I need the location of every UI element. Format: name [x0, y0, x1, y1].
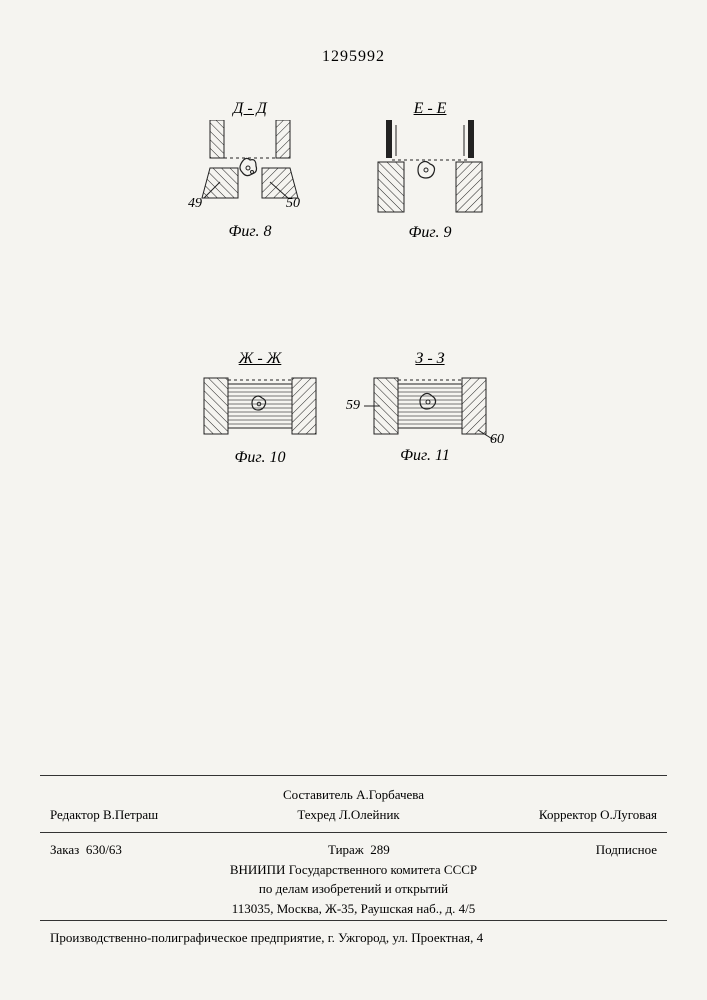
fig10-caption: Фиг. 10	[200, 449, 320, 467]
printer-text: Производственно-полиграфическое предприя…	[50, 928, 657, 948]
editor-label: Редактор	[50, 807, 100, 822]
org-line-2: по делам изобретений и открытий	[50, 879, 657, 899]
org-address: 113035, Москва, Ж-35, Раушская наб., д. …	[50, 899, 657, 919]
editor-name: В.Петраш	[103, 807, 158, 822]
fig11-label-60: 60	[490, 432, 504, 448]
order-label: Заказ	[50, 842, 79, 857]
fig11-caption: Фиг. 11	[350, 447, 500, 465]
figure-10: Ж - Ж Фиг. 10	[200, 350, 320, 467]
fig8-drawing	[190, 120, 310, 200]
org-line-1: ВНИИПИ Государственного комитета СССР	[50, 860, 657, 880]
fig9-section-label: Е - Е	[370, 100, 490, 118]
tirazh-value: 289	[370, 842, 390, 857]
tehred-name: Л.Олейник	[339, 807, 400, 822]
colophon-credits: Составитель А.Горбачева Редактор В.Петра…	[50, 785, 657, 824]
rule-2	[40, 832, 667, 833]
compiler-label: Составитель	[283, 787, 353, 802]
patent-number: 1295992	[0, 48, 707, 66]
fig9-caption: Фиг. 9	[370, 224, 490, 242]
corrector-label: Корректор	[539, 807, 597, 822]
fig11-label-59: 59	[346, 398, 360, 414]
tirazh-label: Тираж	[328, 842, 364, 857]
colophon-org: Заказ 630/63 Тираж 289 Подписное ВНИИПИ …	[50, 840, 657, 918]
fig8-caption: Фиг. 8	[190, 223, 310, 241]
order-value: 630/63	[86, 842, 122, 857]
fig10-section-label: Ж - Ж	[200, 350, 320, 368]
rule-1	[40, 775, 667, 776]
fig8-label-49: 49	[188, 196, 202, 212]
printer-line: Производственно-полиграфическое предприя…	[50, 928, 657, 948]
corrector-name: О.Луговая	[600, 807, 657, 822]
fig8-section-label: Д - Д	[190, 100, 310, 118]
fig8-label-50: 50	[286, 196, 300, 212]
figure-11: З - З 59 60 Фиг. 11	[360, 350, 500, 465]
compiler-name: А.Горбачева	[356, 787, 424, 802]
figure-8: Д - Д 49	[190, 100, 310, 241]
fig9-drawing	[370, 120, 490, 215]
subscript: Подписное	[596, 840, 657, 860]
figure-9: Е - Е Фиг. 9	[370, 100, 490, 242]
patent-page: 1295992 Д - Д	[0, 0, 707, 1000]
fig10-drawing	[200, 370, 320, 440]
fig11-drawing	[360, 370, 500, 440]
fig11-section-label: З - З	[360, 350, 500, 368]
tehred-label: Техред	[297, 807, 335, 822]
rule-3	[40, 920, 667, 921]
